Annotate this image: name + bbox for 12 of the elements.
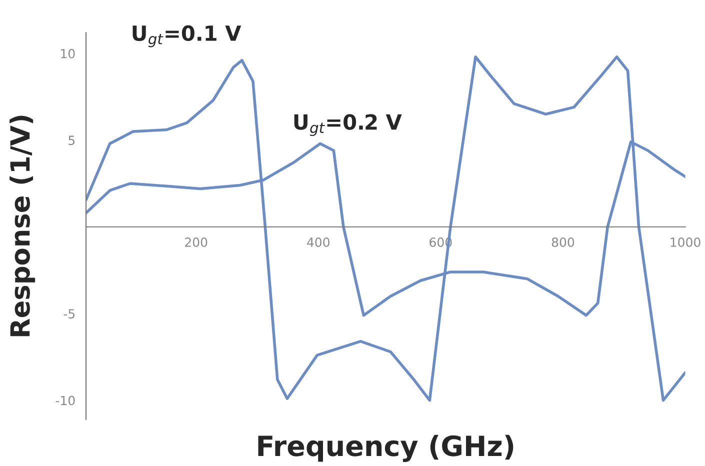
y-tick-label: 5 [68, 136, 74, 146]
series-label: U$_{gt}$=0.2 V [294, 114, 402, 136]
y-tick-label: -5 [64, 309, 74, 319]
y-tick-label: -10 [56, 396, 75, 406]
x-tick-label: 200 [185, 238, 208, 247]
x-tick-label: 400 [307, 238, 330, 247]
series-label: U$_{gt}$=0.1 V [132, 25, 242, 48]
y-axis-title: Response (1/V) [10, 116, 36, 336]
x-axis-title: Frequency (GHz) [258, 434, 514, 462]
x-tick-label: 800 [552, 238, 574, 247]
x-tick-label: 1000 [670, 238, 700, 247]
y-tick-label: 10 [61, 48, 75, 58]
